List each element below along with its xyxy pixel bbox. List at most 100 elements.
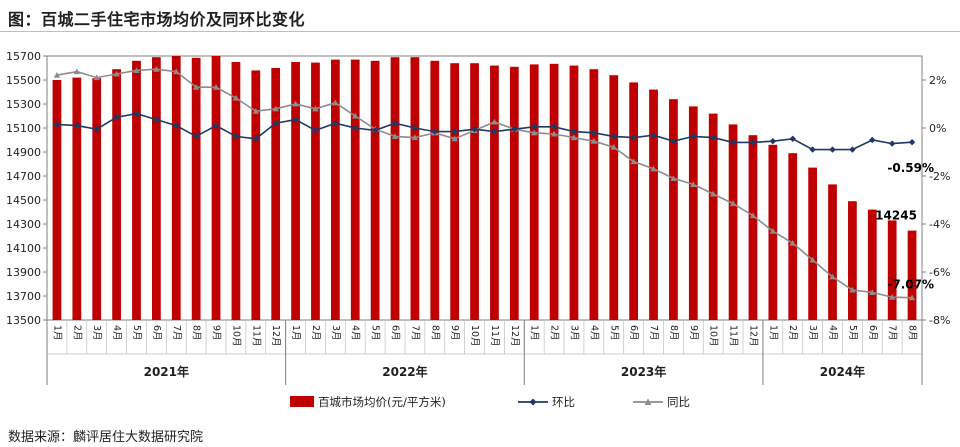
month-label: 5月	[608, 325, 619, 341]
mom-point	[749, 139, 757, 146]
price-bar	[171, 56, 181, 320]
left-axis: 13500 13700 13900 14100 14300 14500 14700 14900…	[6, 50, 47, 327]
month-label: 4月	[588, 325, 599, 341]
yoy-point	[630, 158, 637, 165]
price-bar	[669, 99, 678, 320]
yoy-point	[729, 200, 737, 207]
price-bar	[788, 153, 798, 320]
price-bar	[688, 106, 698, 321]
mom-point	[411, 124, 419, 132]
left-tick-label: 13500	[6, 314, 41, 327]
x-axis: 1月 2月 3月 4月 5月 6月 7月 8月 9月 10月 11月 12月 1月 2月 3月 4月 5月 6月 7…	[46, 320, 923, 385]
year-label: 2022年	[382, 364, 427, 379]
mom-point	[133, 110, 140, 117]
mom-point	[610, 133, 617, 140]
price-bar	[450, 63, 460, 320]
mom-point	[192, 133, 200, 140]
month-label: 3月	[330, 325, 341, 341]
yoy-point	[451, 135, 458, 142]
month-label: 2月	[310, 325, 321, 341]
price-bar	[211, 56, 221, 320]
legend-yoy-marker	[644, 398, 652, 405]
month-label: 8月	[668, 325, 679, 341]
mom-point	[789, 135, 796, 142]
price-bar	[808, 167, 817, 320]
month-label: 5月	[847, 325, 858, 341]
month-label: 2月	[787, 325, 798, 341]
month-label: 4月	[111, 325, 122, 341]
price-bar	[251, 70, 261, 321]
price-bar	[490, 65, 499, 320]
month-label: 9月	[449, 325, 460, 341]
yoy-point	[650, 165, 657, 172]
price-bar	[748, 135, 758, 320]
price-bar	[92, 78, 102, 320]
yoy-point	[212, 84, 220, 90]
right-tick-label: -4%	[929, 218, 950, 231]
mom-point	[332, 120, 339, 127]
mom-point	[471, 126, 478, 133]
right-axis: 2% 0% -2% -4% -6% -8%	[922, 74, 950, 327]
mom-point	[352, 124, 359, 132]
month-label: 4月	[350, 325, 361, 341]
legend-bar-label: 百城市场均价(元/平方米)	[318, 395, 446, 409]
yoy-point	[570, 134, 578, 141]
yoy-point	[53, 72, 61, 78]
yoy-point	[133, 67, 140, 73]
yoy-point	[252, 108, 260, 114]
month-label: 5月	[131, 325, 142, 341]
month-label: 1月	[51, 325, 62, 341]
yoy-point	[849, 286, 856, 293]
mom-point	[232, 133, 240, 140]
month-label: 6月	[867, 325, 878, 341]
mom-point	[690, 133, 697, 140]
yoy-point	[292, 100, 299, 107]
month-label: 12月	[509, 325, 520, 347]
yoy-point	[272, 105, 279, 112]
month-label: 3月	[568, 325, 579, 341]
year-label: 2021年	[144, 364, 189, 379]
yoy-point	[113, 70, 120, 77]
yoy-point	[690, 181, 697, 187]
month-label: 10月	[708, 325, 719, 347]
legend-yoy-label: 同比	[667, 395, 690, 409]
price-bar	[390, 57, 400, 320]
month-label: 11月	[728, 325, 739, 347]
mom-point	[391, 120, 399, 127]
legend-mom-marker	[529, 398, 537, 406]
mom-point	[809, 146, 816, 153]
price-bar	[52, 80, 62, 320]
data-annotations: 14245 -0.59% -7.07%	[875, 161, 934, 292]
left-tick-label: 14700	[6, 170, 41, 183]
mom-point	[431, 128, 438, 135]
month-label: 8月	[907, 325, 918, 341]
yoy-point	[550, 130, 558, 137]
price-bar	[629, 82, 639, 321]
mom-point	[650, 132, 657, 139]
bar-value-label: 14245	[875, 209, 917, 223]
month-label: 5月	[370, 325, 381, 341]
price-bar	[848, 201, 857, 320]
yoy-point	[789, 240, 796, 246]
yoy-point	[670, 175, 677, 181]
legend-mom-label: 环比	[552, 395, 575, 409]
price-bar	[132, 60, 141, 321]
left-tick-label: 15500	[6, 74, 41, 87]
left-tick-label: 13700	[6, 290, 41, 303]
month-label: 6月	[390, 325, 401, 341]
legend: 百城市场均价(元/平方米) 环比 同比	[290, 395, 690, 409]
price-bar	[708, 113, 718, 320]
left-tick-label: 13900	[6, 266, 41, 279]
data-source: 数据来源：麟评居住大数据研究院	[8, 430, 204, 445]
price-bar	[728, 124, 738, 321]
yoy-point	[411, 134, 419, 141]
month-label: 12月	[747, 325, 758, 347]
right-tick-label: 0%	[929, 122, 946, 135]
month-label: 4月	[827, 325, 838, 341]
left-tick-label: 15300	[6, 98, 41, 111]
price-bar	[231, 62, 241, 320]
yoy-point	[888, 294, 896, 300]
mom-point	[511, 126, 518, 133]
mom-point	[73, 122, 81, 129]
month-label: 7月	[409, 325, 420, 341]
